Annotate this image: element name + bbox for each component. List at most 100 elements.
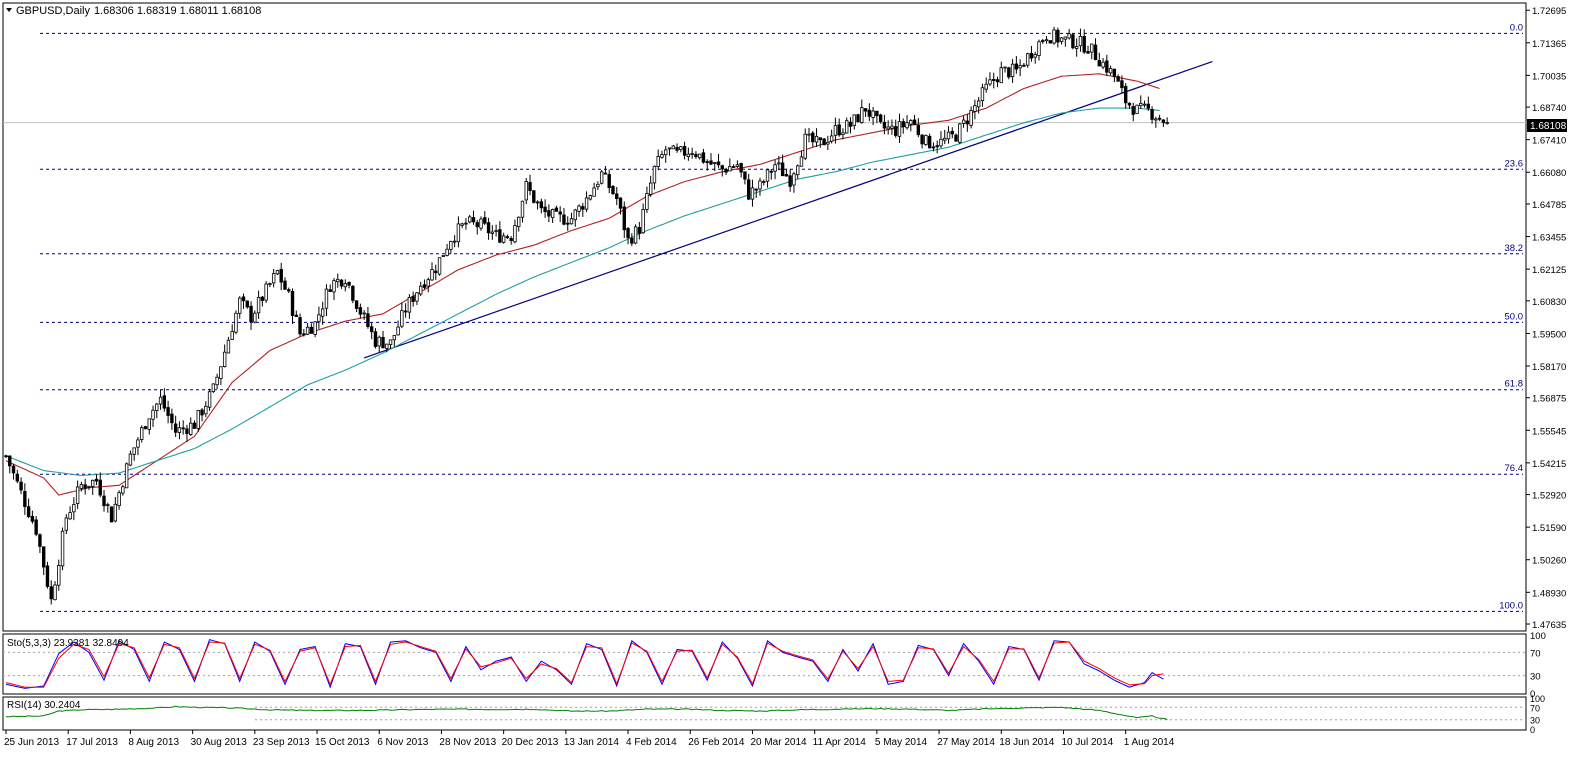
candle [743,171,747,185]
date-axis-label: 25 Jun 2013 [4,737,59,748]
candle [106,502,110,513]
candle [136,437,140,456]
candle [226,336,231,354]
candle [973,99,977,120]
candle [569,212,574,225]
candle [664,145,668,163]
candle [441,255,446,258]
candle [215,373,219,390]
date-axis-label: 13 Jan 2014 [564,737,619,748]
candle [151,405,155,427]
candle [170,408,174,430]
candle [290,288,295,324]
candle [592,182,596,197]
candle [128,450,133,467]
candle [829,129,834,144]
dropdown-triangle-icon[interactable] [6,8,12,12]
candle [15,469,20,484]
fibonacci-level-label: 76.4 [1505,463,1524,474]
candle [626,226,630,245]
candle [984,77,988,93]
candle [1165,117,1169,125]
trendline[interactable] [363,60,1213,359]
candle [622,201,626,239]
price-axis-label: 1.56875 [1532,394,1566,405]
candle [980,83,985,107]
candle [882,114,887,135]
candle [83,478,87,495]
candle [762,179,766,186]
candle [894,119,898,138]
candle [19,477,23,495]
candle [415,292,419,305]
candle [298,313,302,337]
candle [392,335,397,347]
date-axis-label: 15 Oct 2013 [315,737,370,748]
candle [1142,100,1147,108]
stochastic-axis-label: 70 [1530,648,1541,659]
candle [1033,51,1037,64]
date-axis-label: 20 Mar 2014 [750,737,807,748]
candle [309,323,314,334]
stochastic-axis-label: 100 [1530,631,1546,642]
candle [920,133,924,149]
candle [377,335,381,353]
current-price-label: 1.68108 [1530,121,1567,132]
candle [943,129,947,145]
candle [132,447,136,461]
candle [558,206,562,222]
candle [1029,45,1034,62]
candle [34,516,38,537]
candle [256,290,261,319]
fibonacci-level-label: 100.0 [1499,600,1523,611]
candle [155,402,159,419]
fibonacci-level-label: 23.6 [1505,158,1524,169]
candle [460,222,464,229]
candle [739,162,743,178]
candle [400,302,404,329]
candle [690,147,694,159]
candle [596,181,600,191]
candle [633,224,638,245]
candle [1067,28,1071,40]
rsi-axis-label: 70 [1530,703,1540,713]
candle [204,401,208,418]
candle [113,497,118,523]
candle [207,388,212,411]
candle [701,148,706,164]
candle [177,421,182,440]
candle [1146,96,1151,111]
candle [483,211,487,226]
candle [468,214,472,224]
price-axis-label: 1.48930 [1532,588,1566,599]
stochastic-title: Sto(5,3,3) 23.9381 32.8494 [7,638,129,649]
candle [385,343,389,353]
date-axis-label: 8 Aug 2013 [128,737,179,748]
candle [354,299,359,313]
price-axis-label: 1.70035 [1532,71,1566,82]
candle [91,479,95,495]
candle [667,147,672,156]
candle [630,233,634,247]
candle [746,173,751,201]
candle [471,210,476,225]
candle [332,278,336,301]
candle [912,114,917,126]
candle [539,198,544,214]
price-axis-label: 1.63455 [1532,233,1566,244]
candle [856,113,860,123]
fibonacci-level-label: 61.8 [1505,379,1524,390]
fibonacci-level-label: 50.0 [1505,311,1524,322]
candle [901,118,905,134]
candle [60,527,65,571]
candle [837,118,841,137]
candle [162,388,167,412]
candle [185,424,189,443]
candle [588,194,593,201]
candle [811,130,815,147]
candle [1056,27,1060,48]
candle [396,320,400,336]
candle [826,135,830,151]
current-price-tag: 1.68108 [1527,119,1567,132]
price-axis-label: 1.52920 [1532,491,1566,502]
